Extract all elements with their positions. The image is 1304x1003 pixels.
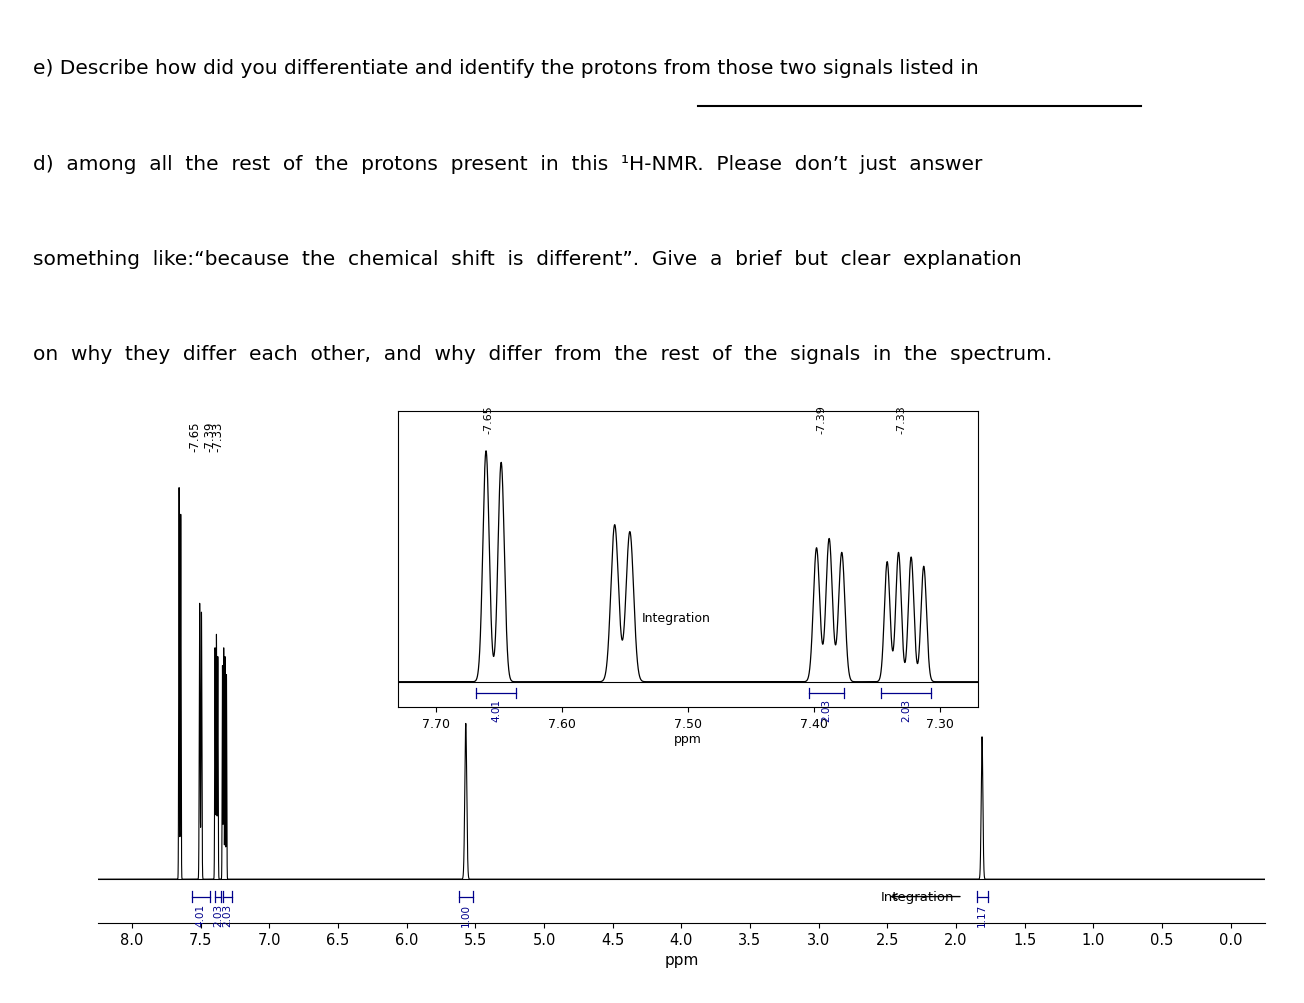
Text: 4.01: 4.01: [196, 903, 206, 927]
Text: -7.33: -7.33: [896, 404, 906, 433]
Text: 1.17: 1.17: [977, 903, 987, 927]
Text: -7.65: -7.65: [189, 420, 201, 451]
X-axis label: ppm: ppm: [674, 732, 702, 745]
Text: e) Describe how did you differentiate and identify the protons from those two si: e) Describe how did you differentiate an…: [33, 59, 978, 78]
Text: 2.03: 2.03: [822, 698, 832, 721]
Text: 1.00: 1.00: [460, 903, 471, 926]
Text: -7.39: -7.39: [203, 420, 216, 451]
Text: 4.01: 4.01: [492, 698, 501, 721]
Text: -7.39: -7.39: [816, 404, 827, 433]
Text: 2.03: 2.03: [223, 903, 232, 927]
Text: d)  among  all  the  rest  of  the  protons  present  in  this  ¹H-NMR.  Please : d) among all the rest of the protons pre…: [33, 154, 982, 174]
Text: on  why  they  differ  each  other,  and  why  differ  from  the  rest  of  the : on why they differ each other, and why d…: [33, 345, 1052, 364]
Text: 2.03: 2.03: [213, 903, 223, 927]
Text: -7.33: -7.33: [211, 421, 224, 451]
Text: Integration: Integration: [880, 891, 955, 903]
Text: -5.57: -5.57: [452, 421, 466, 451]
Text: 2.03: 2.03: [901, 698, 911, 721]
X-axis label: ppm: ppm: [664, 952, 699, 967]
Text: something  like:“because  the  chemical  shift  is  different”.  Give  a  brief : something like:“because the chemical shi…: [33, 250, 1021, 269]
Text: -1.81: -1.81: [969, 420, 982, 451]
Text: Integration: Integration: [642, 612, 711, 625]
Text: -7.65: -7.65: [484, 404, 494, 433]
